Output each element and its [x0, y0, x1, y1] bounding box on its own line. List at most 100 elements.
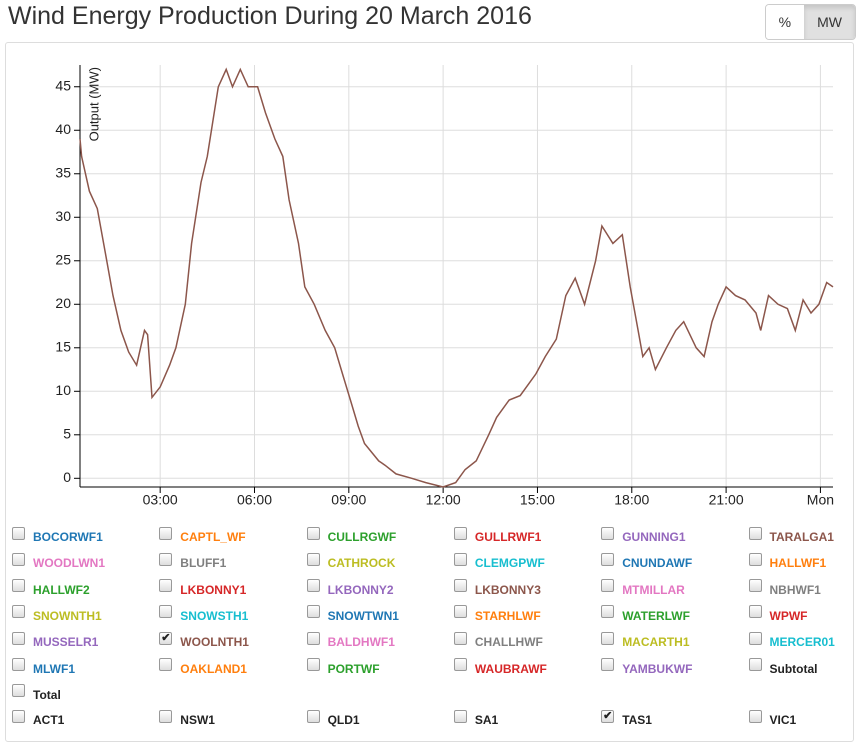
checkbox-option[interactable]: OAKLAND1: [159, 658, 247, 676]
checkbox[interactable]: [159, 579, 173, 593]
unit-button[interactable]: MW: [804, 5, 855, 39]
checkbox[interactable]: [453, 579, 467, 593]
y-tick-label: 20: [55, 295, 71, 311]
checkbox[interactable]: [748, 631, 762, 645]
checkbox[interactable]: [601, 526, 615, 540]
checkbox[interactable]: [601, 631, 615, 645]
checkbox[interactable]: [306, 631, 320, 645]
checkbox[interactable]: ✔: [159, 631, 173, 645]
checkbox-option[interactable]: MACARTH1: [601, 631, 690, 650]
checkbox[interactable]: [12, 579, 25, 593]
checkbox[interactable]: [601, 552, 615, 566]
checkbox[interactable]: [12, 658, 25, 671]
checkbox[interactable]: [453, 552, 467, 566]
checkbox[interactable]: [159, 605, 173, 619]
unit-button[interactable]: %: [765, 5, 805, 39]
checkbox[interactable]: [12, 552, 25, 566]
y-tick-label: 15: [55, 338, 71, 354]
checkbox-option[interactable]: WATERLWF: [601, 605, 690, 623]
checkbox-option[interactable]: MERCER01: [748, 631, 835, 649]
checkbox[interactable]: [748, 658, 762, 671]
checkbox-label: MACARTH1: [622, 635, 690, 650]
checkbox-option[interactable]: WAUBRAWF: [453, 658, 547, 676]
checkbox-option[interactable]: MUSSELR1: [12, 631, 98, 649]
checkbox-option[interactable]: SA1: [453, 709, 499, 727]
checkbox[interactable]: [601, 605, 615, 619]
checkbox-option[interactable]: MLWF1: [12, 658, 75, 676]
checkbox-option[interactable]: SNOWNTH1: [12, 605, 102, 623]
checkbox-option[interactable]: CULLRGWF: [306, 526, 396, 544]
x-tick-label: 15:00: [520, 492, 555, 508]
checkbox-option[interactable]: LKBONNY1: [159, 579, 246, 597]
checkbox-option[interactable]: BALDHWF1: [306, 631, 395, 649]
checkbox[interactable]: [12, 631, 25, 645]
checkbox-label: BOCORWF1: [33, 530, 103, 544]
checkbox-option[interactable]: YAMBUKWF: [601, 658, 692, 676]
checkbox[interactable]: [748, 709, 762, 723]
checkbox-option[interactable]: BLUFF1: [159, 552, 227, 571]
checkbox-option[interactable]: NSW1: [159, 709, 215, 727]
x-tick-label: 03:00: [143, 492, 178, 508]
checkbox-option[interactable]: LKBONNY3: [453, 579, 541, 597]
checkbox-option[interactable]: CHALLHWF: [453, 631, 543, 649]
checkbox-option[interactable]: Total: [12, 684, 61, 702]
checkbox[interactable]: [453, 526, 467, 540]
checkbox[interactable]: [306, 658, 320, 671]
checkbox[interactable]: [748, 579, 762, 593]
checkbox-option[interactable]: HALLWF2: [12, 579, 90, 597]
checkbox[interactable]: [12, 605, 25, 619]
checkbox[interactable]: [306, 579, 320, 593]
checkbox-option[interactable]: BOCORWF1: [12, 526, 103, 544]
checkbox[interactable]: ✔: [601, 709, 615, 723]
checkbox-label: SA1: [474, 713, 499, 727]
checkbox[interactable]: [159, 658, 173, 671]
checkbox[interactable]: [453, 631, 467, 645]
checkbox-option[interactable]: GUNNING1: [601, 526, 686, 544]
checkbox-option[interactable]: MTMILLAR: [601, 579, 685, 597]
checkbox-label: BLUFF1: [180, 556, 227, 571]
checkbox[interactable]: [306, 526, 320, 540]
checkbox-option[interactable]: HALLWF1: [748, 552, 826, 570]
checkbox-option[interactable]: Subtotal: [748, 658, 818, 676]
checkbox-option[interactable]: ✔ TAS1: [601, 709, 652, 727]
checkbox[interactable]: [12, 684, 25, 698]
checkbox-option[interactable]: SNOWSTH1: [159, 605, 248, 623]
checkbox-label: CLEMGPWF: [474, 556, 545, 571]
checkbox-option[interactable]: WOODLWN1: [12, 552, 105, 570]
checkbox[interactable]: [159, 709, 173, 723]
checkbox-option[interactable]: CATHROCK: [306, 552, 395, 570]
checkbox[interactable]: [748, 605, 762, 619]
checkbox-option[interactable]: PORTWF: [306, 658, 380, 676]
checkbox[interactable]: [453, 658, 467, 671]
checkbox-option[interactable]: STARHLWF: [453, 605, 541, 623]
checkbox[interactable]: [453, 605, 467, 619]
checkbox-option[interactable]: NBHWF1: [748, 579, 821, 597]
checkbox-option[interactable]: ACT1: [12, 709, 64, 727]
checkbox-option[interactable]: CAPTL_WF: [159, 526, 246, 544]
checkbox[interactable]: [601, 658, 615, 671]
checkbox[interactable]: [306, 552, 320, 566]
checkbox-option[interactable]: QLD1: [306, 709, 360, 727]
checkbox-label: CAPTL_WF: [180, 530, 246, 544]
checkbox-label: MLWF1: [33, 661, 75, 676]
checkbox-label: WATERLWF: [622, 608, 690, 623]
checkbox-option[interactable]: LKBONNY2: [306, 579, 394, 597]
checkbox[interactable]: [306, 709, 320, 723]
checkbox[interactable]: [601, 579, 615, 593]
checkbox[interactable]: [159, 552, 173, 566]
checkbox-option[interactable]: VIC1: [748, 709, 796, 727]
checkbox[interactable]: [12, 709, 25, 723]
checkbox[interactable]: [12, 526, 25, 540]
checkbox-option[interactable]: WPWF: [748, 605, 808, 623]
checkbox[interactable]: [306, 605, 320, 619]
checkbox[interactable]: [453, 709, 467, 723]
checkbox[interactable]: [748, 526, 762, 540]
checkbox-option[interactable]: ✔ WOOLNTH1: [159, 631, 249, 649]
checkbox[interactable]: [748, 552, 762, 566]
checkbox-option[interactable]: SNOWTWN1: [306, 605, 399, 623]
checkbox[interactable]: [159, 526, 173, 540]
checkbox-option[interactable]: CNUNDAWF: [601, 552, 692, 570]
checkbox-option[interactable]: GULLRWF1: [453, 526, 541, 544]
checkbox-option[interactable]: CLEMGPWF: [453, 552, 545, 571]
checkbox-option[interactable]: TARALGA1: [748, 526, 834, 544]
